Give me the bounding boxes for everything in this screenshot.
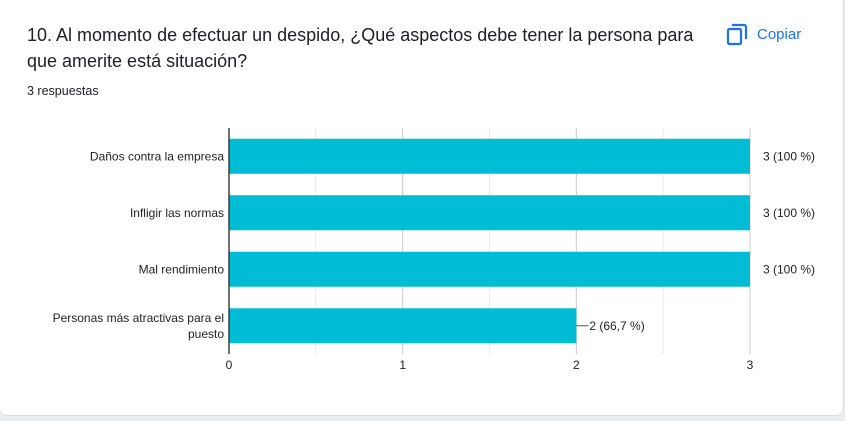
question-title: 10. Al momento de efectuar un despido, ¿… xyxy=(27,25,694,71)
x-tick-label: 2 xyxy=(573,358,580,372)
x-tick-label: 3 xyxy=(747,358,754,372)
bar xyxy=(229,251,750,287)
category-label: Infligir las normas xyxy=(130,206,224,220)
x-tick-label: 0 xyxy=(226,358,233,372)
copy-button[interactable]: Copiar xyxy=(726,18,801,50)
copy-icon xyxy=(726,22,748,46)
category-label: Daños contra la empresa xyxy=(90,149,224,163)
response-count: 3 respuestas xyxy=(27,84,99,98)
data-label: 3 (100 %) xyxy=(763,262,815,276)
copy-button-label: Copiar xyxy=(757,25,802,43)
data-label: 3 (100 %) xyxy=(763,206,815,220)
bar xyxy=(229,308,577,344)
data-label: 2 (66,7 %) xyxy=(589,319,644,333)
category-label: Mal rendimiento xyxy=(139,262,225,276)
category-label: puesto xyxy=(188,327,224,341)
data-label: 3 (100 %) xyxy=(763,149,815,163)
bar xyxy=(229,138,750,174)
category-label: Personas más atractivas para el xyxy=(53,311,224,325)
bar xyxy=(229,195,750,231)
x-tick-label: 1 xyxy=(399,358,406,372)
